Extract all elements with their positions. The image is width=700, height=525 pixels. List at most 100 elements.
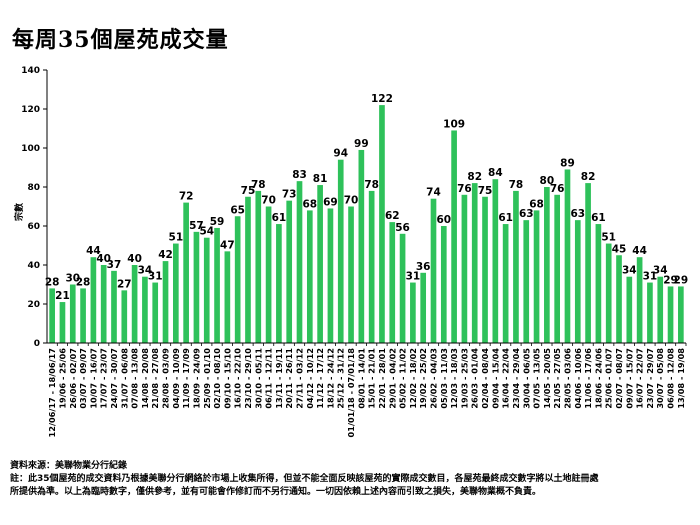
- bar-value-label: 62: [385, 210, 400, 222]
- x-tick-label: 06/11 - 12/11: [264, 348, 274, 409]
- bar: [544, 187, 550, 343]
- x-tick-label: 30/10 - 05/11: [253, 348, 263, 409]
- bar-value-label: 44: [632, 245, 647, 257]
- x-tick-label: 23/10 - 29/10: [243, 348, 253, 409]
- bar-value-label: 65: [230, 204, 245, 216]
- bar: [121, 290, 128, 343]
- bar-value-label: 36: [416, 261, 431, 273]
- bar-value-label: 28: [45, 276, 60, 288]
- x-tick-label: 13/11 - 19/11: [274, 348, 284, 409]
- bar-value-label: 75: [241, 185, 256, 197]
- x-tick-label: 08/01 - 14/01: [356, 348, 366, 409]
- bar: [657, 276, 664, 343]
- x-tick-label: 11/09 - 17/09: [181, 348, 191, 409]
- x-tick-label: 18/06 - 24/06: [593, 348, 603, 409]
- x-tick-label: 05/03 - 11/03: [439, 348, 449, 409]
- x-tick-label: 02/04 - 08/04: [480, 348, 490, 409]
- bar: [513, 190, 519, 343]
- bar: [461, 194, 468, 343]
- bar-value-label: 34: [138, 265, 153, 277]
- bar-value-label: 27: [117, 278, 132, 290]
- bar: [162, 261, 169, 343]
- x-tick-label: 18/12 - 24/12: [325, 348, 335, 409]
- bar: [152, 282, 159, 343]
- x-tick-label: 12/02 - 18/02: [408, 348, 418, 409]
- bar: [523, 220, 530, 343]
- bar: [224, 251, 231, 343]
- bar: [502, 224, 509, 343]
- bar: [111, 270, 117, 343]
- bar-value-label: 29: [663, 274, 678, 286]
- x-tick-label: 14/05 - 20/05: [542, 348, 552, 409]
- x-tick-label: 11/06 - 17/06: [583, 348, 593, 409]
- bar-value-label: 47: [220, 239, 235, 251]
- x-tick-label: 17/07 - 23/07: [99, 348, 109, 409]
- bar: [379, 105, 385, 343]
- footnotes: 資料來源：美聯物業分行紀錄 註：此35個屋苑的成交資料乃根據美聯分行網絡於市場上…: [10, 460, 692, 499]
- bar-value-label: 68: [529, 198, 544, 210]
- bar-value-label: 63: [570, 208, 585, 220]
- bar: [193, 231, 200, 343]
- bar-value-label: 69: [323, 196, 338, 208]
- bar-value-label: 37: [107, 259, 122, 271]
- bar-value-label: 56: [395, 222, 410, 234]
- bar: [585, 183, 591, 343]
- y-axis: 0 20 40 60 80 100 120 140: [21, 66, 48, 349]
- bar-value-label: 94: [333, 148, 348, 160]
- bar-value-label: 34: [653, 265, 668, 277]
- x-tick-label: 25/12 - 31/12: [336, 348, 346, 409]
- bar-value-label: 54: [199, 226, 214, 238]
- bar: [451, 130, 457, 343]
- x-tick-label: 06/08 - 12/08: [666, 348, 676, 409]
- x-tick-label: 11/12 - 17/12: [315, 348, 325, 409]
- bar: [399, 233, 406, 343]
- bar-value-label: 61: [591, 212, 606, 224]
- bar-value-label: 21: [55, 290, 70, 302]
- x-tick-label: 26/06 - 02/07: [68, 348, 78, 409]
- bar-value-label: 70: [344, 195, 359, 207]
- chart-title: 每周35個屋苑成交量: [12, 27, 229, 53]
- bar-value-label: 78: [364, 179, 379, 191]
- bar: [636, 257, 643, 343]
- bar: [59, 302, 66, 343]
- y-tick-label: 140: [21, 66, 40, 76]
- bar-value-label: 109: [443, 118, 465, 130]
- bar-value-label: 60: [436, 214, 451, 226]
- bar: [276, 224, 282, 343]
- bar: [131, 265, 138, 343]
- bar-value-label: 31: [406, 271, 421, 283]
- bar: [471, 183, 478, 343]
- x-tick-label: 25/09 - 01/10: [202, 348, 212, 409]
- bar: [430, 198, 437, 343]
- bar: [90, 257, 97, 343]
- x-tick-label: 16/10 - 22/10: [233, 348, 243, 409]
- bar-value-label: 78: [509, 179, 524, 191]
- bar: [678, 286, 684, 343]
- bar: [255, 190, 262, 343]
- x-tick-label: 29/01 - 04/02: [387, 348, 397, 409]
- bar-value-label: 30: [65, 273, 80, 285]
- bar-value-label: 63: [519, 208, 534, 220]
- y-axis-label: 宗數: [13, 202, 25, 221]
- x-tick-label: 03/07 - 09/07: [78, 348, 88, 409]
- x-tick-label: 28/05 - 03/06: [562, 348, 572, 409]
- bar: [69, 284, 76, 343]
- bar-value-label: 34: [622, 265, 637, 277]
- bar: [616, 255, 622, 343]
- bar-value-label: 82: [467, 171, 482, 183]
- x-tick-label: 04/12 - 10/12: [305, 348, 315, 409]
- bar-value-label: 99: [354, 138, 369, 150]
- x-tick-label: 01/01/18 - 07/01/18: [346, 348, 356, 438]
- x-tick-label: 28/08 - 03/09: [161, 348, 171, 409]
- bar-value-label: 72: [179, 191, 194, 203]
- bar-value-label: 82: [581, 171, 596, 183]
- bar: [49, 288, 55, 343]
- bar-value-label: 51: [169, 232, 184, 244]
- disclaimer-line-1: 註：此35個屋苑的成交資料乃根據美聯分行網絡於市場上收集所得，但並不能全面反映該…: [10, 474, 599, 484]
- bar: [348, 206, 354, 343]
- y-tick-label: 40: [27, 261, 40, 271]
- x-tick-label: 09/07 - 15/07: [624, 348, 634, 409]
- bar: [214, 227, 220, 343]
- x-tick-label: 05/02 - 11/02: [398, 348, 408, 409]
